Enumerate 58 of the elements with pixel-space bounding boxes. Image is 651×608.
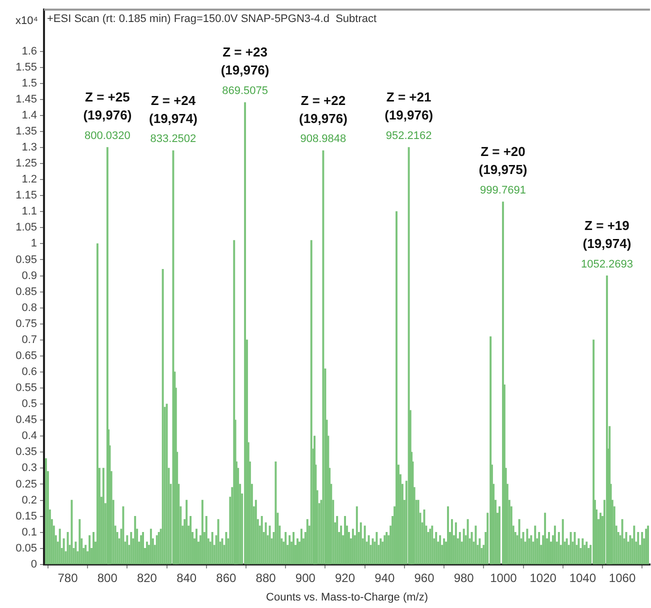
x-tick-label: 920 — [335, 570, 356, 585]
y-tick-label: 0.55 — [16, 382, 37, 394]
y-tick-label: 1.15 — [16, 190, 37, 202]
y-tick-label: 0.75 — [16, 318, 37, 330]
annotation: Z = +25 (19,976) 800.0320 — [83, 90, 132, 142]
y-tick-label: 0.8 — [22, 302, 37, 314]
annotation: Z = +24 (19,974) 833.2502 — [149, 92, 198, 146]
chart-title: +ESI Scan (rt: 0.185 min) Frag=150.0V SNAP-5PGN3-4.d Subtract — [47, 13, 377, 26]
y-tick-label: 0.1 — [22, 526, 37, 538]
y-tick-label: 1.45 — [16, 93, 37, 106]
x-tick-label: 1040 — [569, 570, 596, 585]
annotation: Z = +22 (19,976) 908.9848 — [298, 92, 348, 146]
y-tick-label: 0.9 — [22, 270, 37, 282]
annotation: Z = +19 (19,974) 1052.2693 — [580, 218, 633, 270]
y-tick-label: 0.35 — [16, 446, 37, 458]
x-tick-label: 860 — [216, 570, 237, 585]
y-tick-label: 0.5 — [22, 398, 37, 410]
y-tick-label: 0.05 — [16, 542, 37, 554]
x-tick-label: 900 — [295, 570, 316, 585]
y-tick-label: 0.7 — [22, 334, 37, 346]
x-tick-label: 1020 — [530, 570, 557, 585]
x-tick-label: 800 — [97, 570, 118, 585]
y-tick-label: 1 — [30, 238, 37, 250]
y-tick-label: 1.1 — [22, 206, 37, 218]
x-tick-label: 1000 — [490, 570, 518, 585]
y-tick-label: 0.45 — [16, 414, 37, 426]
y-tick-label: 0.4 — [22, 430, 37, 442]
x-tick-label: 940 — [374, 570, 395, 585]
y-tick-label: 0.25 — [16, 478, 37, 490]
annotation: Z = +21 (19,976) 952.2162 — [384, 90, 434, 142]
x-tick-label: 840 — [176, 570, 197, 585]
x-tick-label: 980 — [454, 570, 474, 585]
y-tick-label: 1.4 — [22, 109, 37, 122]
x-tick-label: 820 — [136, 570, 158, 585]
y-tick-label: 1.3 — [22, 142, 37, 154]
y-tick-label: 1.25 — [16, 158, 37, 170]
y-tick-label: 0.85 — [16, 286, 37, 298]
x-tick-label: 880 — [256, 570, 276, 585]
y-tick-label: 1.6 — [22, 45, 37, 58]
y-tick-label: 0.65 — [16, 350, 37, 362]
y-tick-label: 0.15 — [16, 510, 37, 522]
x-tick-label: 960 — [414, 570, 435, 585]
x-tick-label: 1060 — [608, 570, 636, 585]
y-axis-title: x10⁴ — [16, 15, 38, 28]
y-tick-label: 0 — [30, 558, 37, 570]
y-tick-label: 1.05 — [16, 222, 37, 234]
y-tick-label: 0.2 — [22, 494, 37, 506]
annotation: Z = +20 (19,975) 999.7691 — [478, 144, 528, 197]
y-tick-label: 1.2 — [22, 174, 37, 186]
annotation: Z = +23 (19,976) 869.5075 — [220, 44, 270, 98]
y-tick-label: 0.95 — [16, 254, 37, 266]
y-tick-label: 1.55 — [16, 61, 37, 74]
x-tick-label: 780 — [58, 570, 78, 585]
y-tick-label: 1.5 — [22, 77, 37, 90]
x-axis-title: Counts vs. Mass-to-Charge (m/z) — [266, 591, 428, 604]
y-tick-label: 1.35 — [16, 125, 37, 138]
y-tick-label: 0.6 — [22, 366, 37, 378]
y-tick-label: 0.3 — [22, 462, 37, 474]
